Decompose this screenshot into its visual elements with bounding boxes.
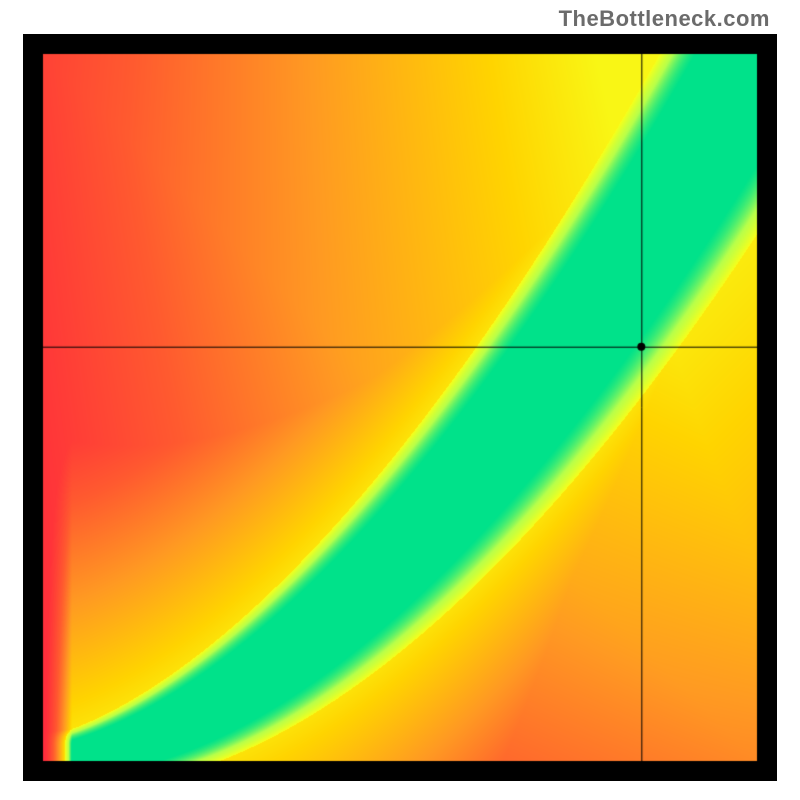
watermark-text: TheBottleneck.com (559, 6, 770, 32)
heatmap-canvas (23, 34, 777, 781)
bottleneck-heatmap (23, 34, 777, 781)
